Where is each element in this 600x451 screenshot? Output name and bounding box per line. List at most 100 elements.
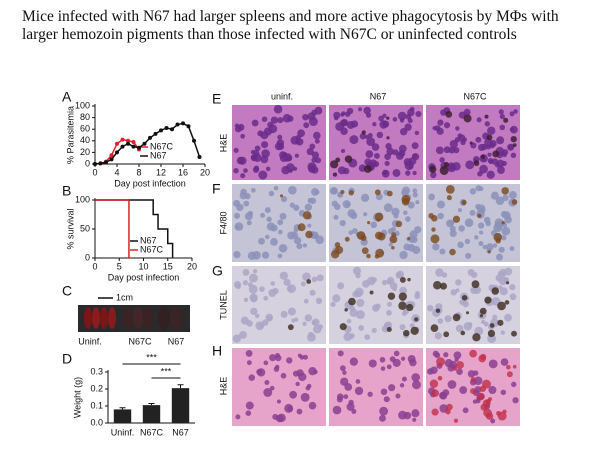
column-header: N67C <box>463 91 487 101</box>
cell-nucleus <box>497 166 505 174</box>
pigment <box>445 184 455 194</box>
data-point <box>159 128 163 133</box>
cell-nucleus <box>296 408 303 415</box>
cell-nucleus <box>354 287 364 297</box>
pigment <box>435 308 441 313</box>
cell-nucleus <box>500 330 505 335</box>
cell-nucleus <box>393 350 400 357</box>
y-tick-label: 40 <box>80 135 90 145</box>
x-tick-label: 20 <box>187 261 197 271</box>
pigment <box>431 389 440 397</box>
cell-nucleus <box>247 282 253 288</box>
cell-nucleus <box>398 410 407 420</box>
x-tick-label: 15 <box>163 261 173 271</box>
cell-nucleus <box>388 384 396 392</box>
cell-nucleus <box>267 121 274 128</box>
cell-nucleus <box>472 399 478 404</box>
cell-nucleus <box>278 243 288 253</box>
cell-nucleus <box>510 125 518 134</box>
pigment <box>348 297 356 306</box>
cell-nucleus <box>458 134 466 142</box>
pigment <box>436 357 445 367</box>
cell-nucleus <box>258 170 268 180</box>
cell-nucleus <box>386 301 393 307</box>
significance-label: *** <box>161 366 172 376</box>
x-tick-label: 0 <box>92 167 97 177</box>
pigment <box>305 230 313 239</box>
cell-nucleus <box>481 143 488 151</box>
cell-nucleus <box>243 200 250 207</box>
pigment <box>492 150 500 158</box>
cell-nucleus <box>476 204 486 213</box>
cell-nucleus <box>313 131 321 140</box>
cell-nucleus <box>245 410 252 417</box>
cell-nucleus <box>501 272 506 277</box>
cell-nucleus <box>332 294 341 303</box>
y-tick-label: 100 <box>75 194 90 204</box>
cell-nucleus <box>479 164 488 174</box>
cell-nucleus <box>332 405 342 415</box>
pigment <box>439 165 449 175</box>
cell-nucleus <box>412 153 420 161</box>
cell-nucleus <box>475 136 482 143</box>
cell-nucleus <box>486 170 495 179</box>
cell-nucleus <box>233 147 239 153</box>
pigment <box>363 165 372 173</box>
cell-nucleus <box>331 200 338 207</box>
data-point <box>93 162 97 166</box>
cell-nucleus <box>440 109 447 116</box>
pigment <box>487 329 496 338</box>
pigment <box>480 353 487 360</box>
cell-nucleus <box>495 253 504 261</box>
cell-nucleus <box>502 211 511 220</box>
cell-nucleus <box>293 204 300 211</box>
cell-nucleus <box>264 379 270 386</box>
cell-nucleus <box>449 139 458 149</box>
pigment <box>511 330 517 337</box>
cell-nucleus <box>436 200 445 209</box>
cell-nucleus <box>286 163 295 172</box>
cell-nucleus <box>373 152 380 159</box>
cell-nucleus <box>283 153 292 162</box>
pigment <box>356 231 366 240</box>
cell-nucleus <box>303 298 309 304</box>
cell-nucleus <box>435 146 444 155</box>
panel-label: A <box>62 89 72 105</box>
cell-nucleus <box>348 399 354 406</box>
cell-nucleus <box>411 142 419 150</box>
cell-nucleus <box>286 357 293 364</box>
cell-nucleus <box>485 220 492 227</box>
pigment <box>501 221 505 225</box>
data-point <box>197 155 202 160</box>
data-point <box>104 160 108 165</box>
y-axis-label: Weight (g) <box>72 377 82 418</box>
bar <box>171 388 190 423</box>
cell-nucleus <box>234 125 242 133</box>
pigment <box>503 117 509 123</box>
cell-nucleus <box>386 364 392 370</box>
cell-nucleus <box>343 394 349 400</box>
data-point <box>126 141 130 146</box>
pigment <box>369 290 374 295</box>
cell-nucleus <box>414 130 420 136</box>
cell-nucleus <box>307 332 316 342</box>
cell-nucleus <box>443 352 449 358</box>
data-point <box>192 138 196 143</box>
cell-nucleus <box>273 104 283 114</box>
cell-nucleus <box>265 234 270 240</box>
cell-nucleus <box>376 131 384 139</box>
cell-nucleus <box>399 383 405 388</box>
cell-nucleus <box>249 273 258 283</box>
cell-nucleus <box>339 365 346 372</box>
cell-nucleus <box>247 251 257 261</box>
cell-nucleus <box>495 196 505 206</box>
data-point <box>186 124 191 129</box>
legend-label: N67 <box>150 150 167 160</box>
cell-nucleus <box>235 225 240 230</box>
pigment <box>453 418 459 423</box>
x-axis-label: Day post infection <box>108 272 180 282</box>
cell-nucleus <box>386 309 392 316</box>
cell-nucleus <box>367 133 373 138</box>
cell-nucleus <box>401 376 407 382</box>
cell-nucleus <box>349 135 359 145</box>
